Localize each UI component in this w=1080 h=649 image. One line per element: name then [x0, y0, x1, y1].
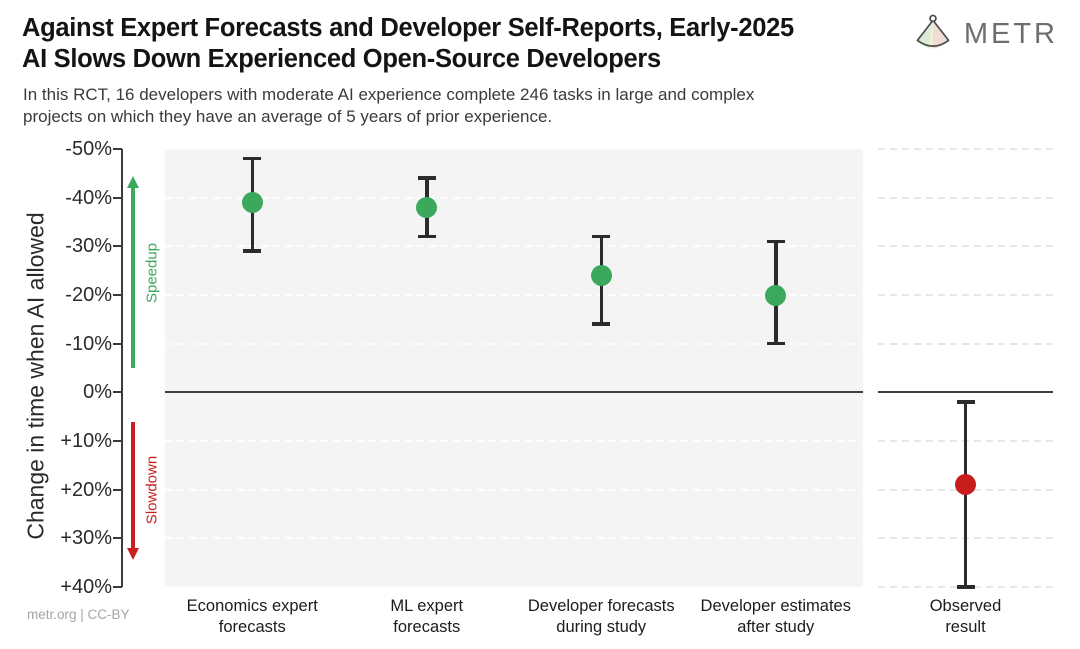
slowdown-arrow-head — [127, 547, 139, 560]
attribution-credit: metr.org | CC-BY — [27, 607, 130, 622]
y-tick-label: -10% — [65, 332, 112, 355]
data-point-forecasts-2 — [590, 265, 612, 287]
error-bar-cap-bottom — [417, 234, 436, 239]
data-point-observed-0 — [955, 474, 976, 496]
data-point-forecasts-0 — [241, 192, 263, 214]
x-category-label: Developer estimates after study — [676, 596, 876, 637]
y-axis-tickmark — [113, 488, 122, 491]
gridline — [165, 148, 863, 150]
zero-reference-line — [165, 391, 863, 394]
gridline — [878, 294, 1053, 296]
page-title: Against Expert Forecasts and Developer S… — [22, 13, 794, 75]
gridline — [878, 196, 1053, 199]
x-category-label-line: result — [945, 617, 986, 636]
error-bar-cap-bottom — [243, 249, 262, 253]
speedup-arrow-shaft — [131, 187, 135, 368]
y-tick-label: +40% — [60, 576, 112, 598]
x-category-label: ML expert forecasts — [327, 596, 527, 637]
zero-reference-line — [878, 391, 1053, 394]
data-point-forecasts-3 — [765, 284, 787, 306]
y-axis-spine — [121, 149, 123, 587]
y-tick-label: -30% — [65, 235, 112, 258]
gridline — [878, 245, 1053, 248]
gridline — [165, 488, 863, 491]
x-category-label: Observed result — [866, 596, 1066, 637]
y-tick-label: +10% — [60, 430, 112, 452]
y-axis-tickmark — [113, 586, 122, 588]
gridline — [165, 196, 863, 199]
slowdown-arrow-shaft — [131, 421, 135, 549]
x-category-label-line: during study — [556, 617, 647, 636]
speedup-arrow-head — [127, 176, 139, 189]
error-bar-cap-bottom — [592, 322, 611, 326]
y-tick-label: -20% — [65, 284, 112, 306]
error-bar-cap-bottom — [766, 341, 785, 346]
gridline — [165, 537, 863, 540]
x-category-label-line: Developer forecasts — [527, 597, 675, 615]
subtitle-line-2: projects on which they have an average o… — [23, 106, 553, 126]
gridline — [165, 294, 863, 296]
y-axis-tickmark — [113, 537, 122, 540]
y-tick-label: +30% — [60, 527, 112, 550]
gridline — [165, 440, 863, 442]
y-tick-label: -50% — [65, 138, 112, 160]
y-axis-tickmark — [113, 245, 122, 248]
x-category-label-line: forecasts — [218, 617, 286, 636]
gridline — [878, 342, 1053, 345]
gridline — [165, 245, 863, 248]
metr-logo-icon — [916, 14, 950, 49]
error-bar-cap-top — [417, 176, 436, 180]
x-category-label-line: Developer estimates — [700, 597, 851, 615]
error-bar-cap-top — [766, 239, 785, 244]
subtitle-line-1: In this RCT, 16 developers with moderate… — [23, 85, 755, 104]
x-category-label: Economics expert forecasts — [152, 596, 352, 637]
y-tick-label: +20% — [60, 478, 112, 501]
data-point-forecasts-1 — [416, 196, 438, 218]
x-category-label-line: forecasts — [393, 617, 461, 636]
error-bar-cap-top — [592, 234, 611, 239]
y-axis-tickmark — [113, 391, 122, 394]
y-tick-label: 0% — [83, 381, 112, 404]
slowdown-axis-annotation: Slowdown — [143, 455, 161, 524]
y-tick-label: -40% — [65, 186, 112, 209]
x-category-label-line: Economics expert — [186, 597, 318, 615]
error-bar-cap-top — [956, 400, 975, 404]
error-bar-cap-top — [243, 156, 262, 161]
y-axis-tickmark — [113, 440, 122, 442]
y-axis-tickmark — [113, 148, 122, 150]
metr-logo: METR — [911, 13, 1058, 55]
chart-subtitle: In this RCT, 16 developers with moderate… — [23, 84, 754, 127]
panel-forecasts — [165, 148, 863, 588]
speedup-axis-annotation: Speedup — [143, 243, 161, 304]
y-axis-tickmark — [113, 196, 122, 199]
x-category-label: Developer forecasts during study — [501, 596, 701, 637]
title-line-1: Against Expert Forecasts and Developer S… — [22, 14, 794, 42]
y-axis-tickmark — [113, 294, 122, 296]
y-axis-tickmark — [113, 342, 122, 345]
gridline — [878, 148, 1053, 150]
gridline — [165, 586, 863, 588]
metr-logo-text: METR — [963, 17, 1058, 50]
error-bar-cap-bottom — [956, 585, 975, 589]
gridline — [165, 342, 863, 345]
x-category-label-line: ML expert — [390, 597, 464, 615]
x-category-label-line: Observed — [929, 597, 1002, 615]
title-line-2: AI Slows Down Experienced Open-Source De… — [22, 45, 661, 73]
x-category-label-line: after study — [737, 617, 815, 636]
